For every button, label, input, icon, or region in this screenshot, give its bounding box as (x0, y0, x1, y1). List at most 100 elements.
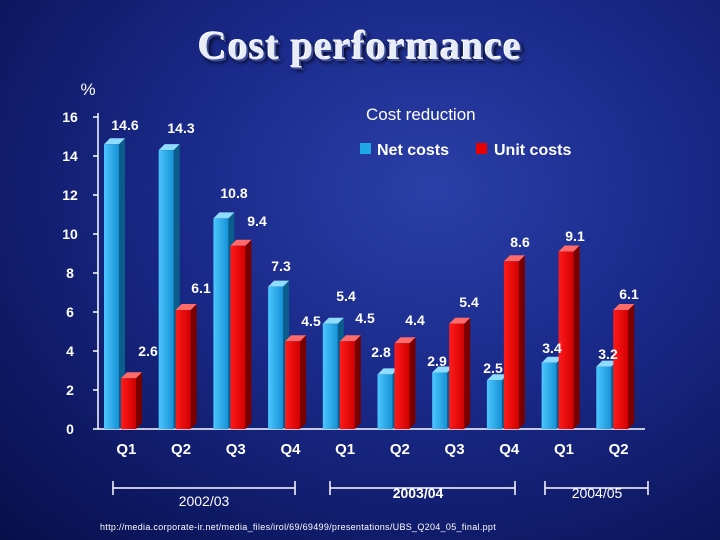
data-label-net-costs: 2.9 (427, 353, 447, 369)
bar-net-costs (213, 218, 229, 429)
bar-top-net-costs (104, 138, 125, 145)
x-tick-label: Q2 (609, 441, 629, 458)
x-tick-label: Q4 (499, 441, 520, 458)
data-label-unit-costs: 4.5 (355, 310, 375, 326)
bar-unit-costs (558, 251, 574, 429)
data-label-net-costs: 14.6 (111, 117, 138, 133)
group-label: 2004/05 (572, 485, 623, 501)
bar-side-unit-costs (190, 304, 197, 429)
data-label-unit-costs: 9.4 (247, 213, 267, 229)
bar-side-unit-costs (409, 337, 416, 429)
bar-net-costs (322, 323, 338, 429)
bar-top-net-costs (432, 366, 454, 373)
bar-unit-costs (449, 323, 465, 429)
bar-side-unit-costs (464, 317, 471, 429)
bar-net-costs (158, 150, 174, 429)
bar-top-net-costs (377, 368, 399, 375)
legend-swatch-unit-costs (476, 143, 487, 154)
bar-unit-costs (175, 310, 191, 429)
data-label-net-costs: 3.2 (598, 346, 618, 362)
bar-top-unit-costs (175, 304, 197, 311)
y-tick-label: 8 (66, 265, 74, 281)
bar-top-unit-costs (339, 335, 361, 342)
data-label-unit-costs: 6.1 (191, 280, 211, 296)
group-label: 2002/03 (179, 493, 230, 509)
chart-subtitle: Cost reduction (366, 105, 476, 124)
data-label-net-costs: 10.8 (220, 185, 247, 201)
bar-unit-costs (503, 261, 519, 429)
axes: 0 2 4 6 8 10 12 14 16% Q1 Q2 Q3 Q4 Q1 Q2 Q3 Q4 Q1 Q2 2002/0… (62, 80, 649, 509)
bar-net-costs (541, 362, 557, 429)
data-label-unit-costs: 4.4 (405, 312, 425, 328)
y-tick-label: 6 (66, 304, 74, 320)
bar-top-net-costs (322, 317, 344, 324)
y-tick-label: 16 (62, 109, 78, 125)
y-tick-label: 4 (66, 343, 74, 359)
data-label-net-costs: 5.4 (336, 288, 356, 304)
x-tick-label: Q1 (116, 441, 136, 458)
y-tick-label: 10 (62, 226, 78, 242)
bar-top-unit-costs (285, 335, 307, 342)
bar-top-net-costs (268, 280, 290, 287)
data-label-unit-costs: 9.1 (565, 228, 585, 244)
bar-top-net-costs (213, 212, 235, 219)
bar-unit-costs (339, 341, 355, 429)
bar-top-unit-costs (121, 372, 142, 379)
y-tick-label: 14 (62, 148, 78, 164)
y-tick-label: 12 (62, 187, 78, 203)
x-tick-label: Q1 (335, 441, 355, 458)
data-label-net-costs: 2.5 (483, 360, 503, 376)
bar-side-unit-costs (628, 304, 635, 429)
data-label-unit-costs: 5.4 (459, 294, 479, 310)
bar-top-net-costs (486, 374, 508, 381)
page-title: Cost performance (198, 23, 522, 68)
x-tick-label: Q3 (445, 441, 465, 458)
bar-side-net-costs (119, 138, 125, 430)
bar-unit-costs (394, 343, 410, 429)
x-tick-label: Q1 (554, 441, 574, 458)
legend-swatch-net-costs (360, 143, 371, 154)
data-label-net-costs: 3.4 (542, 340, 562, 356)
bar-side-unit-costs (300, 335, 307, 429)
bar-side-unit-costs (518, 255, 525, 429)
data-label-unit-costs: 4.5 (301, 313, 321, 329)
data-label-net-costs: 7.3 (271, 258, 291, 274)
bar-top-unit-costs (613, 304, 635, 311)
bar-top-unit-costs (503, 255, 525, 262)
bar-top-net-costs (541, 356, 563, 363)
y-tick-label: 0 (66, 421, 74, 437)
bar-net-costs (104, 144, 119, 430)
bar-unit-costs (121, 378, 136, 429)
data-label-unit-costs: 2.6 (138, 343, 158, 359)
data-label-net-costs: 2.8 (371, 344, 391, 360)
bar-side-unit-costs (245, 239, 252, 429)
bar-net-costs (432, 372, 448, 429)
bar-net-costs (486, 380, 502, 429)
bar-top-net-costs (158, 144, 180, 151)
x-tick-label: Q2 (390, 441, 410, 458)
bar-top-unit-costs (558, 245, 580, 252)
legend-label-net-costs: Net costs (377, 142, 449, 159)
data-label-unit-costs: 6.1 (619, 286, 639, 302)
x-tick-label: Q2 (171, 441, 191, 458)
bars-layer (104, 138, 635, 430)
bar-side-unit-costs (354, 335, 361, 429)
bar-side-unit-costs (573, 245, 580, 429)
bar-unit-costs (285, 341, 301, 429)
bar-top-unit-costs (449, 317, 471, 324)
x-tick-label: Q4 (280, 441, 301, 458)
bar-net-costs (596, 366, 612, 429)
y-axis-label: % (80, 80, 95, 99)
footer-url: http://media.corporate-ir.net/media_file… (100, 522, 497, 532)
data-label-unit-costs: 8.6 (510, 234, 530, 250)
bar-top-unit-costs (230, 239, 252, 246)
legend: Cost reduction Net costs Unit costs (360, 105, 571, 159)
bar-unit-costs (230, 245, 246, 429)
bar-top-unit-costs (394, 337, 416, 344)
bar-net-costs (268, 286, 284, 429)
x-tick-label: Q3 (226, 441, 246, 458)
y-tick-label: 2 (66, 382, 74, 398)
bar-unit-costs (613, 310, 629, 429)
bar-top-net-costs (596, 360, 618, 367)
